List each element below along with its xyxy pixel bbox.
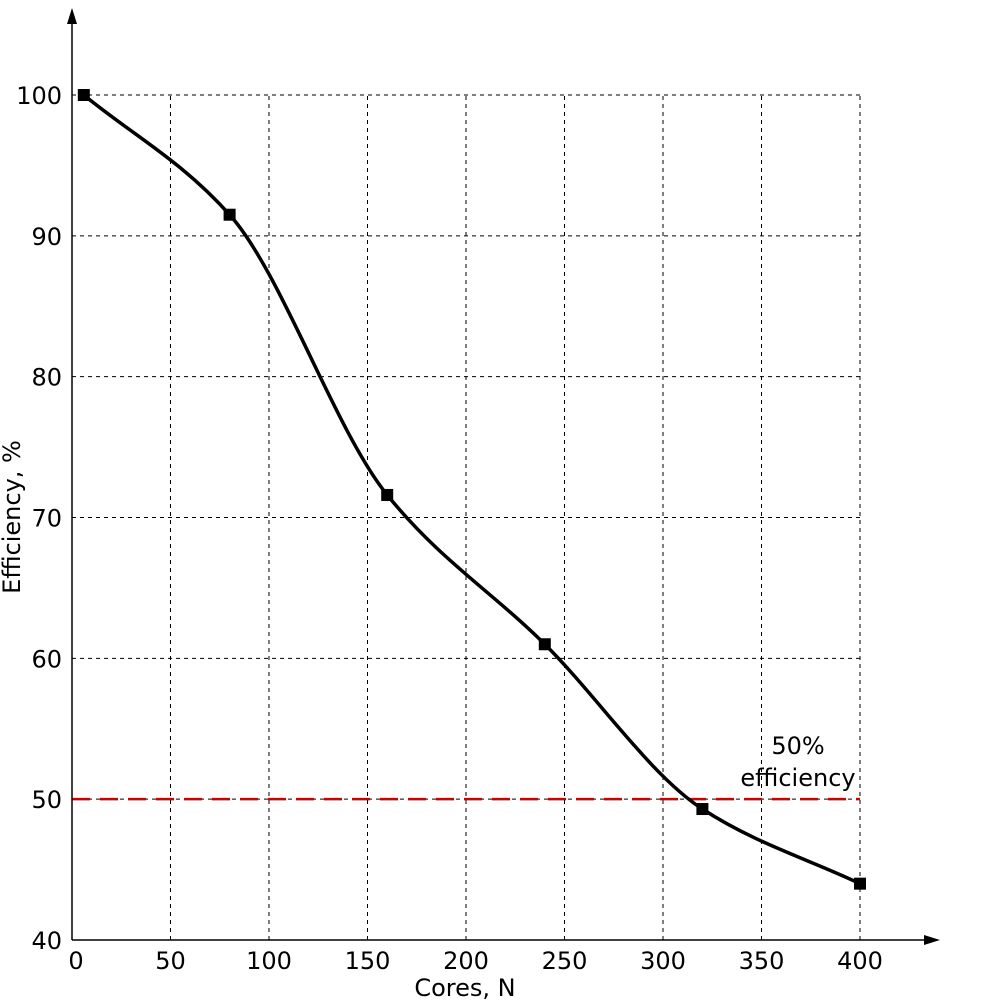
x-tick-label: 300 — [640, 947, 686, 975]
y-tick-label: 90 — [31, 223, 62, 251]
y-tick-label: 70 — [31, 505, 62, 533]
x-tick-label: 150 — [345, 947, 391, 975]
x-tick-label: 400 — [837, 947, 883, 975]
grid — [72, 94, 861, 940]
y-tick-label: 80 — [31, 364, 62, 392]
reference-line-label-1: 50% — [771, 732, 824, 760]
data-point-marker — [854, 877, 866, 890]
x-axis-arrow — [924, 935, 940, 945]
y-tick-label: 100 — [16, 82, 62, 110]
data-point-marker — [223, 208, 236, 221]
x-tick-label: 50 — [155, 947, 186, 975]
x-axis-title: Cores, N — [414, 974, 515, 1000]
x-tick-label: 0 — [68, 947, 83, 975]
axes — [67, 8, 940, 945]
y-axis-arrow — [67, 8, 77, 24]
y-tick-label: 50 — [31, 786, 62, 814]
series-group — [77, 89, 866, 890]
x-tick-label: 250 — [542, 947, 588, 975]
x-tick-label: 200 — [443, 947, 489, 975]
y-axis-title: Efficiency, % — [0, 440, 26, 594]
y-tick-label: 40 — [31, 927, 62, 955]
data-point-marker — [538, 638, 551, 651]
tick-labels: 0 50 100 150 200 250 300 350 400 40 50 60 70 80 90 100 — [16, 82, 883, 975]
data-point-marker — [696, 803, 709, 816]
data-point-marker — [77, 89, 90, 101]
reference-line-label-2: efficiency — [740, 764, 855, 792]
data-point-marker — [381, 488, 394, 501]
x-tick-label: 100 — [246, 947, 292, 975]
y-tick-label: 60 — [31, 645, 62, 673]
x-tick-label: 350 — [739, 947, 785, 975]
